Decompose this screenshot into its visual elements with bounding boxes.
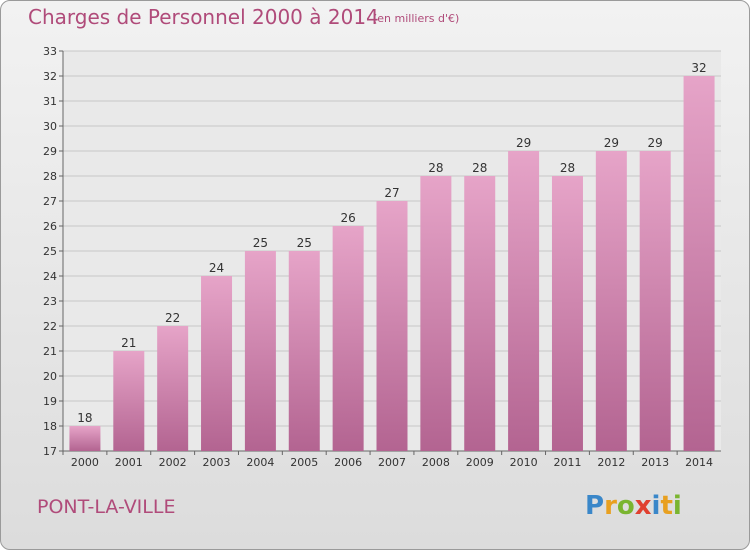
proxiti-logo: Proxiti bbox=[585, 491, 682, 521]
y-tick-label: 23 bbox=[43, 295, 57, 308]
value-label: 28 bbox=[428, 161, 443, 175]
value-label: 28 bbox=[472, 161, 487, 175]
bar bbox=[508, 151, 540, 451]
bar bbox=[113, 351, 145, 451]
chart-title: Charges de Personnel 2000 à 2014 bbox=[28, 5, 379, 29]
x-tick-label: 2005 bbox=[290, 456, 318, 469]
bar bbox=[595, 151, 627, 451]
logo-letter: o bbox=[616, 491, 635, 521]
value-label: 27 bbox=[384, 186, 399, 200]
chart-subtitle: (en milliers d'€) bbox=[373, 12, 460, 25]
y-tick-label: 32 bbox=[43, 70, 57, 83]
x-tick-label: 2014 bbox=[685, 456, 713, 469]
x-tick-label: 2004 bbox=[246, 456, 274, 469]
place-name: PONT-LA-VILLE bbox=[37, 496, 176, 518]
bar bbox=[683, 76, 715, 451]
y-tick-label: 27 bbox=[43, 195, 57, 208]
value-label: 18 bbox=[77, 411, 92, 425]
bars bbox=[69, 76, 715, 451]
value-label: 26 bbox=[340, 211, 355, 225]
x-tick-label: 2011 bbox=[553, 456, 581, 469]
logo-letter: x bbox=[634, 491, 652, 521]
y-tick-label: 30 bbox=[43, 120, 57, 133]
logo-letter: t bbox=[660, 491, 673, 521]
bar bbox=[244, 251, 276, 451]
x-tick-label: 2010 bbox=[510, 456, 538, 469]
bar bbox=[376, 201, 408, 451]
value-label: 29 bbox=[604, 136, 619, 150]
x-tick-label: 2001 bbox=[115, 456, 143, 469]
y-tick-label: 31 bbox=[43, 95, 57, 108]
value-label: 22 bbox=[165, 311, 180, 325]
y-tick-label: 29 bbox=[43, 145, 57, 158]
y-tick-label: 17 bbox=[43, 445, 57, 458]
bar bbox=[464, 176, 496, 451]
y-tick-label: 18 bbox=[43, 420, 57, 433]
y-tick-label: 33 bbox=[43, 45, 57, 58]
logo-letter: i bbox=[651, 491, 661, 521]
x-tick-label: 2008 bbox=[422, 456, 450, 469]
value-label: 29 bbox=[648, 136, 663, 150]
bar bbox=[69, 426, 101, 451]
bar bbox=[157, 326, 189, 451]
x-tick-label: 2006 bbox=[334, 456, 362, 469]
value-label: 25 bbox=[297, 236, 312, 250]
value-label: 21 bbox=[121, 336, 136, 350]
bar bbox=[639, 151, 671, 451]
value-label: 28 bbox=[560, 161, 575, 175]
y-tick-label: 19 bbox=[43, 395, 57, 408]
value-label: 25 bbox=[253, 236, 268, 250]
x-tick-label: 2012 bbox=[597, 456, 625, 469]
x-tick-label: 2003 bbox=[203, 456, 231, 469]
value-label: 24 bbox=[209, 261, 224, 275]
value-label: 29 bbox=[516, 136, 531, 150]
labels: 2000 18 2001 21 2002 22 2003 24 2004 25 2005 25 2006… bbox=[71, 61, 713, 469]
y-tick-label: 25 bbox=[43, 245, 57, 258]
bar bbox=[332, 226, 364, 451]
logo-letter: i bbox=[672, 491, 682, 521]
x-tick-label: 2002 bbox=[159, 456, 187, 469]
y-tick-label: 21 bbox=[43, 345, 57, 358]
x-tick-label: 2009 bbox=[466, 456, 494, 469]
y-tick-label: 24 bbox=[43, 270, 57, 283]
value-label: 32 bbox=[691, 61, 706, 75]
bar bbox=[201, 276, 233, 451]
y-tick-label: 22 bbox=[43, 320, 57, 333]
bar bbox=[420, 176, 452, 451]
logo-letter: r bbox=[604, 491, 617, 521]
x-tick-label: 2007 bbox=[378, 456, 406, 469]
bar bbox=[288, 251, 320, 451]
x-tick-label: 2000 bbox=[71, 456, 99, 469]
logo-letter: P bbox=[585, 491, 605, 521]
y-tick-label: 26 bbox=[43, 220, 57, 233]
y-tick-label: 20 bbox=[43, 370, 57, 383]
x-tick-label: 2013 bbox=[641, 456, 669, 469]
y-tick-label: 28 bbox=[43, 170, 57, 183]
bar bbox=[551, 176, 583, 451]
